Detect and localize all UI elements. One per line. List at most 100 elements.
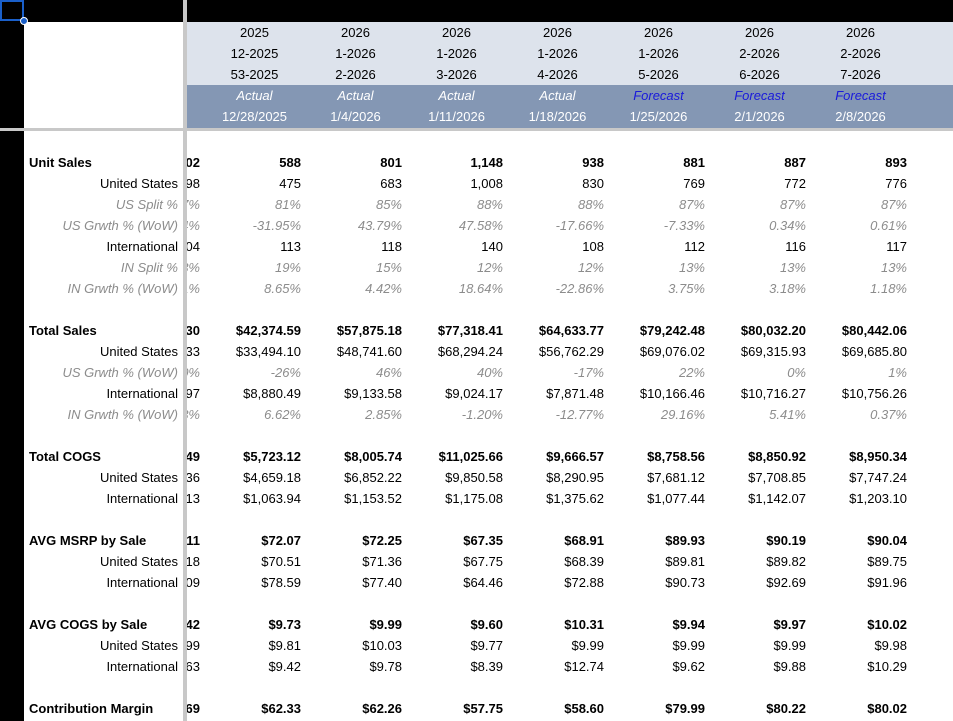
value-cell[interactable]: 2.24% xyxy=(185,218,200,233)
value-cell[interactable]: 88% xyxy=(476,197,503,212)
value-cell[interactable]: 87% xyxy=(185,197,200,212)
value-cell[interactable]: 87% xyxy=(880,197,907,212)
value-cell[interactable]: 1.18% xyxy=(870,281,907,296)
value-cell[interactable]: 6.62% xyxy=(264,407,301,422)
header-week-cell[interactable]: 7-2026 xyxy=(840,67,881,82)
value-cell[interactable]: 683 xyxy=(380,176,402,191)
value-cell[interactable]: $67.35 xyxy=(463,533,503,548)
value-cell[interactable]: $7,708.85 xyxy=(748,470,806,485)
row-label[interactable]: US Grwth % (WoW) xyxy=(62,218,178,233)
value-cell[interactable]: $9.42 xyxy=(268,659,301,674)
row-label[interactable]: International xyxy=(106,491,178,506)
header-week-cell[interactable]: 52-2025 xyxy=(185,64,204,85)
value-cell[interactable]: $10.02 xyxy=(867,617,907,632)
value-cell[interactable]: $12.74 xyxy=(564,659,604,674)
value-cell[interactable]: $79,242.48 xyxy=(639,323,705,338)
value-cell[interactable]: $91.96 xyxy=(867,575,907,590)
value-cell[interactable]: 1,008 xyxy=(470,176,503,191)
row-label[interactable]: IN Split % xyxy=(120,260,178,275)
value-cell[interactable]: $79.99 xyxy=(665,701,705,716)
selected-cell[interactable] xyxy=(0,0,24,21)
row-label[interactable]: US Grwth % (WoW) xyxy=(62,365,178,380)
value-cell[interactable]: 85% xyxy=(375,197,402,212)
value-cell[interactable]: $1,077.44 xyxy=(647,491,705,506)
header-month-cell[interactable]: 12-2025 xyxy=(185,43,204,64)
header-date-cell[interactable]: 1/25/2026 xyxy=(629,109,688,124)
value-cell[interactable]: $8.39 xyxy=(470,659,503,674)
value-cell[interactable]: $80,442.06 xyxy=(841,323,907,338)
value-cell[interactable]: 4.42% xyxy=(365,281,402,296)
value-cell[interactable]: 5.71% xyxy=(185,281,200,296)
value-cell[interactable]: $11,025.66 xyxy=(438,449,503,464)
value-cell[interactable]: $57.75 xyxy=(463,701,503,716)
value-cell[interactable]: -22.86% xyxy=(555,281,604,296)
value-cell[interactable]: 104 xyxy=(185,239,200,254)
value-cell[interactable]: 15% xyxy=(375,260,402,275)
value-cell[interactable]: $8,758.56 xyxy=(647,449,705,464)
value-cell[interactable]: 3.75% xyxy=(668,281,705,296)
value-cell[interactable]: $72.25 xyxy=(362,533,402,548)
header-year-cell[interactable]: 2026 xyxy=(644,25,673,40)
value-cell[interactable]: $57,875.18 xyxy=(336,323,402,338)
header-year-cell[interactable]: 2026 xyxy=(442,25,471,40)
value-cell[interactable]: $48,741.60 xyxy=(336,344,402,359)
value-cell[interactable]: 973.36 xyxy=(185,470,200,485)
header-type-cell[interactable]: Actual xyxy=(539,88,576,103)
value-cell[interactable]: 13% xyxy=(779,260,806,275)
header-month-cell[interactable]: 1-2026 xyxy=(537,46,578,61)
header-month-cell[interactable]: 12-2025 xyxy=(230,46,279,61)
value-cell[interactable]: 116 xyxy=(785,239,806,254)
value-cell[interactable]: 776 xyxy=(885,176,907,191)
value-cell[interactable]: $62.33 xyxy=(261,701,301,716)
value-cell[interactable]: 140 xyxy=(481,239,503,254)
value-cell[interactable]: $1,175.08 xyxy=(445,491,503,506)
value-cell[interactable]: $9.98 xyxy=(874,638,907,653)
value-cell[interactable]: 5.41% xyxy=(769,407,806,422)
value-cell[interactable]: $1,203.10 xyxy=(849,491,907,506)
value-cell[interactable]: 475 xyxy=(279,176,301,191)
value-cell[interactable]: 585.13 xyxy=(185,491,200,506)
row-label[interactable]: United States xyxy=(99,344,178,359)
value-cell[interactable]: $4,659.18 xyxy=(243,470,301,485)
value-cell[interactable]: $9.81 xyxy=(268,638,301,653)
value-cell[interactable]: 88% xyxy=(577,197,604,212)
fill-handle[interactable] xyxy=(20,17,28,25)
row-label[interactable]: US Split % xyxy=(115,197,178,212)
value-cell[interactable]: $9.99 xyxy=(773,638,806,653)
value-cell[interactable]: $9,666.57 xyxy=(546,449,604,464)
value-cell[interactable]: 494.33 xyxy=(185,344,200,359)
header-week-cell[interactable]: 5-2026 xyxy=(638,67,679,82)
value-cell[interactable]: $9.73 xyxy=(268,617,301,632)
value-cell[interactable]: 2.85% xyxy=(365,407,402,422)
row-label[interactable]: Unit Sales xyxy=(29,155,92,170)
value-cell[interactable]: 117 xyxy=(886,239,907,254)
value-cell[interactable]: $67.75 xyxy=(463,554,503,569)
value-cell[interactable]: $64,633.77 xyxy=(538,323,604,338)
value-cell[interactable]: 893 xyxy=(885,155,907,170)
value-cell[interactable]: 12% xyxy=(476,260,503,275)
value-cell[interactable]: $92.69 xyxy=(766,575,806,590)
value-cell[interactable]: $57.69 xyxy=(185,701,200,716)
value-cell[interactable]: $9.99 xyxy=(571,638,604,653)
value-cell[interactable]: 0.34% xyxy=(769,218,806,233)
value-cell[interactable]: $68.39 xyxy=(564,554,604,569)
value-cell[interactable]: $9.99 xyxy=(185,638,200,653)
value-cell[interactable]: $80.22 xyxy=(766,701,806,716)
value-cell[interactable]: 19% xyxy=(274,260,301,275)
row-label[interactable]: International xyxy=(106,386,178,401)
value-cell[interactable]: 323.30 xyxy=(185,323,200,338)
value-cell[interactable]: 112 xyxy=(684,239,705,254)
header-type-cell[interactable]: Actual xyxy=(438,88,475,103)
value-cell[interactable]: $69,315.93 xyxy=(740,344,806,359)
value-cell[interactable]: $9.99 xyxy=(672,638,705,653)
row-label[interactable]: IN Grwth % (WoW) xyxy=(67,407,179,422)
value-cell[interactable]: 81% xyxy=(274,197,301,212)
value-cell[interactable]: $9.42 xyxy=(185,617,200,632)
row-label[interactable]: United States xyxy=(99,638,178,653)
value-cell[interactable]: $69,076.02 xyxy=(639,344,705,359)
header-month-cell[interactable]: 2-2026 xyxy=(840,46,881,61)
value-cell[interactable]: $89.93 xyxy=(665,533,705,548)
header-year-cell[interactable]: 2025 xyxy=(185,22,204,43)
value-cell[interactable]: $1,153.52 xyxy=(344,491,402,506)
value-cell[interactable]: 8.65% xyxy=(264,281,301,296)
